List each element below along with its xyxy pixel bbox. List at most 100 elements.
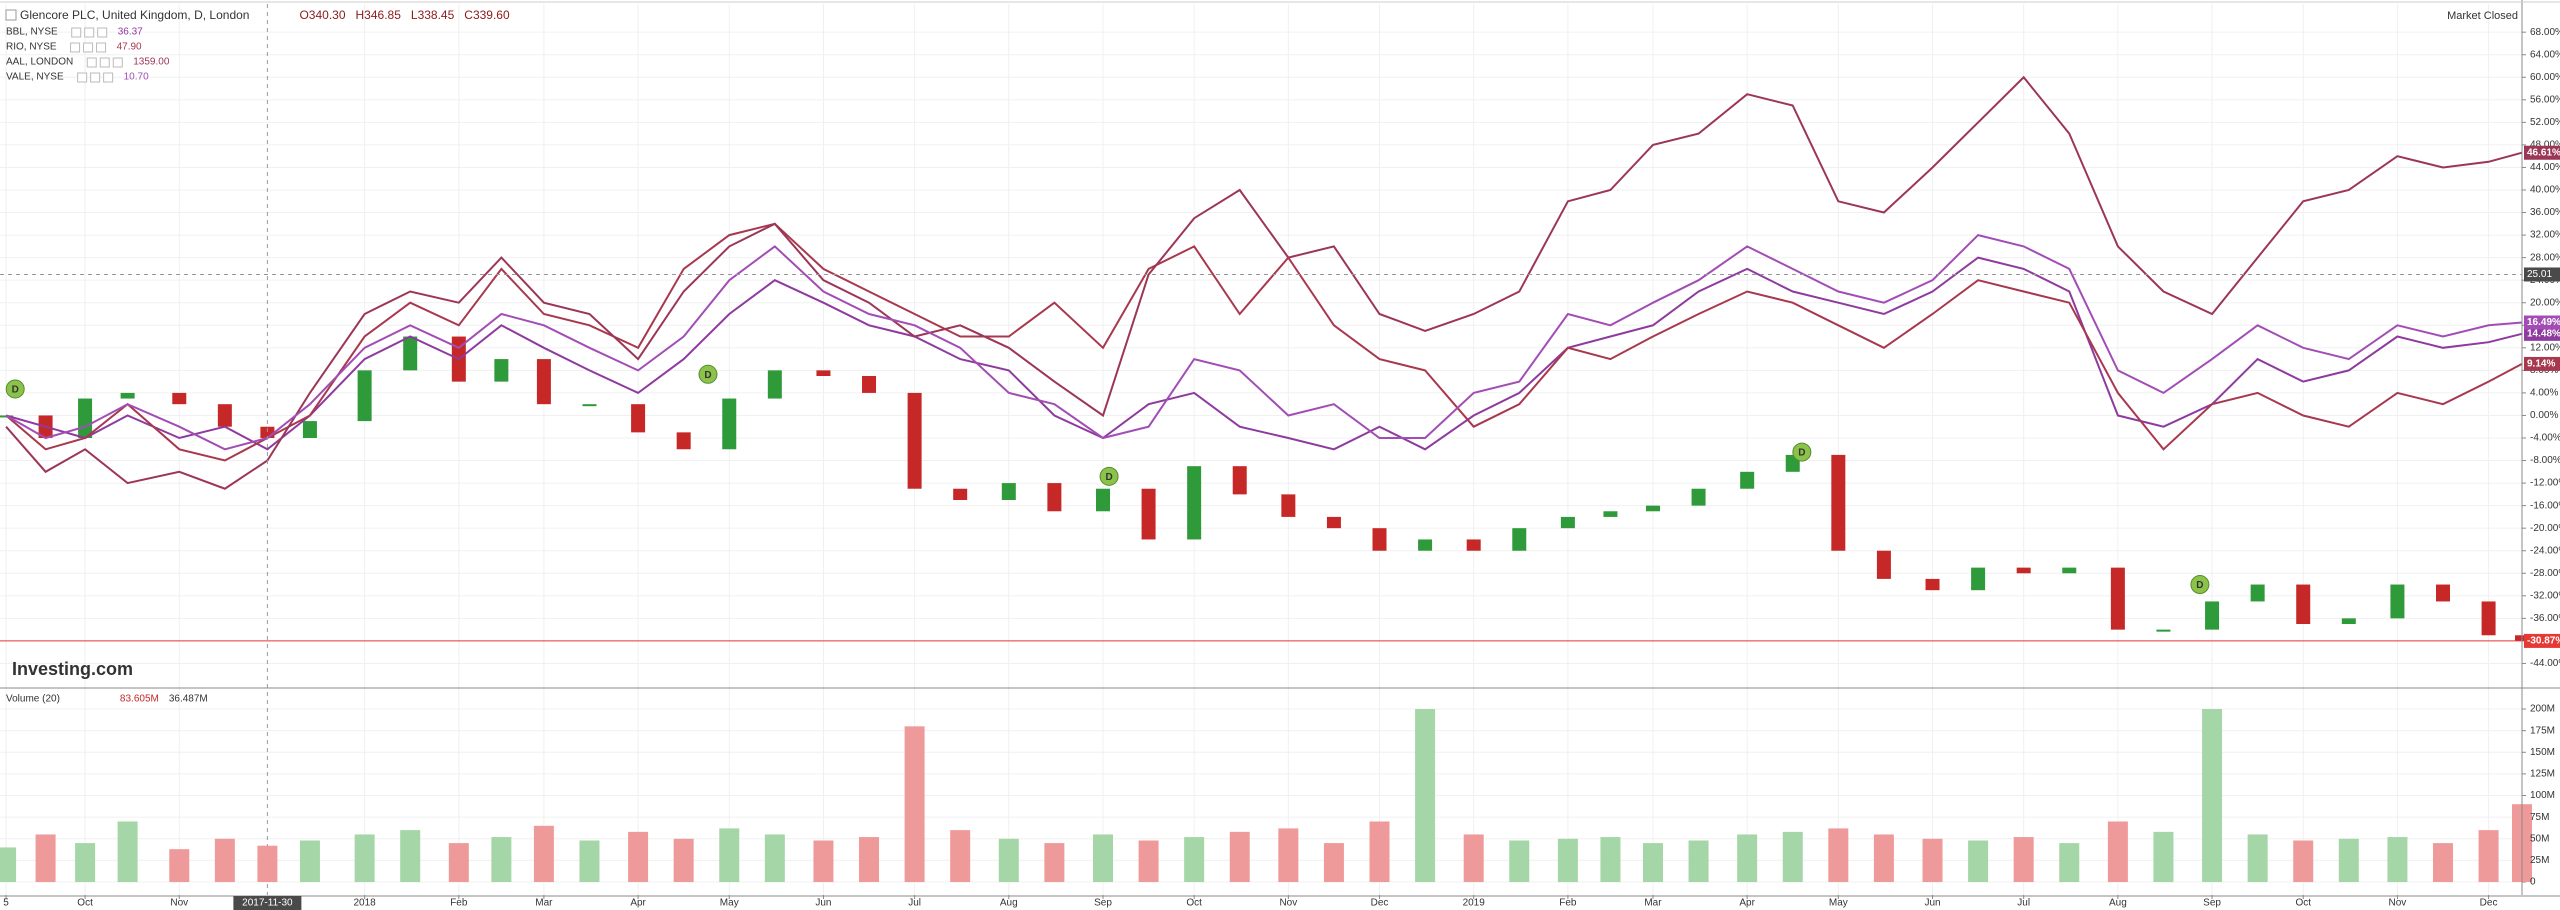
x-tick-label: Jul bbox=[908, 898, 921, 909]
candle bbox=[217, 404, 232, 427]
crosshair-x-label: 2017-11-30 bbox=[242, 898, 293, 909]
x-tick-label: Mar bbox=[1644, 898, 1662, 909]
volume-bar bbox=[1184, 837, 1205, 883]
legend-button[interactable] bbox=[112, 57, 123, 68]
dividend-marker[interactable] bbox=[698, 364, 718, 384]
legend-button[interactable] bbox=[70, 42, 81, 53]
volume-bar bbox=[859, 837, 880, 883]
x-tick-label: Oct bbox=[77, 898, 93, 909]
volume-bar bbox=[75, 843, 96, 883]
legend-button[interactable] bbox=[83, 42, 94, 53]
candle bbox=[1645, 505, 1660, 512]
volume-bar bbox=[719, 828, 740, 883]
series-line bbox=[5, 256, 2523, 451]
candle bbox=[2062, 567, 2077, 574]
legend-button[interactable] bbox=[77, 72, 88, 83]
volume-bar bbox=[2338, 838, 2359, 883]
dividend-marker[interactable] bbox=[2190, 575, 2210, 595]
volume-bar bbox=[1782, 831, 1803, 883]
legend-button[interactable] bbox=[103, 72, 114, 83]
volume-bar bbox=[400, 830, 421, 883]
ohlc-value: H346.85 bbox=[356, 8, 402, 22]
x-tick-label: Dec bbox=[1371, 898, 1389, 909]
candle bbox=[1141, 488, 1156, 540]
y-tick-label: 100M bbox=[2530, 790, 2555, 801]
x-tick-label: 2019 bbox=[1463, 898, 1486, 909]
legend-button[interactable] bbox=[84, 27, 95, 38]
series-line bbox=[5, 222, 2523, 462]
x-tick-label: Oct bbox=[2295, 898, 2311, 909]
volume-bar bbox=[257, 845, 278, 883]
volume-bar bbox=[1737, 834, 1758, 883]
volume-bar bbox=[1600, 837, 1621, 883]
volume-bar bbox=[1642, 843, 1663, 883]
candle bbox=[1187, 466, 1202, 540]
candle bbox=[2341, 618, 2356, 624]
dividend-marker[interactable] bbox=[5, 379, 25, 399]
candle bbox=[494, 359, 509, 382]
legend-button[interactable] bbox=[96, 42, 107, 53]
plot: D D D D D bbox=[0, 4, 2532, 895]
volume-bar bbox=[2059, 843, 2080, 883]
volume-bar bbox=[579, 840, 600, 883]
legend-button[interactable] bbox=[90, 72, 101, 83]
candle bbox=[816, 370, 831, 376]
volume-bar bbox=[628, 831, 649, 883]
y-tick-label: -20.00% bbox=[2530, 523, 2560, 534]
candle bbox=[403, 336, 418, 371]
volume-bar bbox=[1138, 840, 1159, 883]
volume-bar bbox=[1044, 843, 1065, 883]
candle bbox=[120, 392, 135, 399]
y-tick-label: -8.00% bbox=[2530, 455, 2560, 466]
volume-bar bbox=[1922, 838, 1943, 883]
end-label: -30.87% bbox=[2527, 636, 2560, 647]
y-tick-label: -12.00% bbox=[2530, 478, 2560, 489]
volume-bar bbox=[214, 838, 235, 883]
y-tick-label: 36.00% bbox=[2530, 207, 2560, 218]
candle bbox=[172, 392, 187, 405]
legend-name: AAL, LONDON bbox=[6, 57, 73, 68]
volume-bar bbox=[354, 834, 375, 883]
y-tick-label: -16.00% bbox=[2530, 500, 2560, 511]
watermark: Investing.com bbox=[12, 659, 133, 679]
candle bbox=[676, 432, 691, 450]
series-line bbox=[5, 233, 2523, 451]
legend-value: 36.37 bbox=[118, 27, 143, 38]
ohlc-value: C339.60 bbox=[464, 8, 510, 22]
legend-button[interactable] bbox=[71, 27, 82, 38]
legend-button[interactable] bbox=[97, 27, 108, 38]
candle bbox=[302, 421, 317, 438]
candle bbox=[1691, 488, 1706, 506]
y-tick-label: 20.00% bbox=[2530, 297, 2560, 308]
crosshair-x-box bbox=[233, 896, 302, 910]
y-tick-label: 44.00% bbox=[2530, 162, 2560, 173]
ohlc-value: L338.45 bbox=[411, 8, 455, 22]
y-tick-label: -44.00% bbox=[2530, 658, 2560, 669]
volume-bar bbox=[1873, 834, 1894, 883]
candle bbox=[2250, 584, 2265, 602]
x-tick-label: Mar bbox=[535, 898, 553, 909]
volume-bar bbox=[1509, 840, 1530, 883]
dividend-label: D bbox=[704, 370, 711, 381]
candle bbox=[2435, 584, 2450, 602]
volume-bar bbox=[904, 726, 925, 883]
legend-button[interactable] bbox=[99, 57, 110, 68]
x-tick-label: Oct bbox=[1186, 898, 1202, 909]
collapse-button[interactable] bbox=[5, 9, 17, 21]
crosshair-y-label: 25.01 bbox=[2527, 269, 2552, 280]
candle bbox=[767, 370, 782, 399]
volume-bar bbox=[998, 838, 1019, 883]
legend-button[interactable] bbox=[86, 57, 97, 68]
candle bbox=[260, 426, 275, 438]
dividend-marker[interactable] bbox=[1792, 442, 1812, 462]
x-tick-label: Apr bbox=[630, 898, 646, 909]
candle bbox=[536, 359, 551, 405]
x-tick-label: Nov bbox=[170, 898, 188, 909]
volume-bar bbox=[2387, 837, 2408, 883]
volume-legend-value: 36.487M bbox=[169, 694, 208, 705]
dividend-marker[interactable] bbox=[1099, 466, 1119, 486]
volume-bar bbox=[813, 840, 834, 883]
candle bbox=[953, 488, 968, 500]
candle bbox=[2390, 584, 2405, 619]
